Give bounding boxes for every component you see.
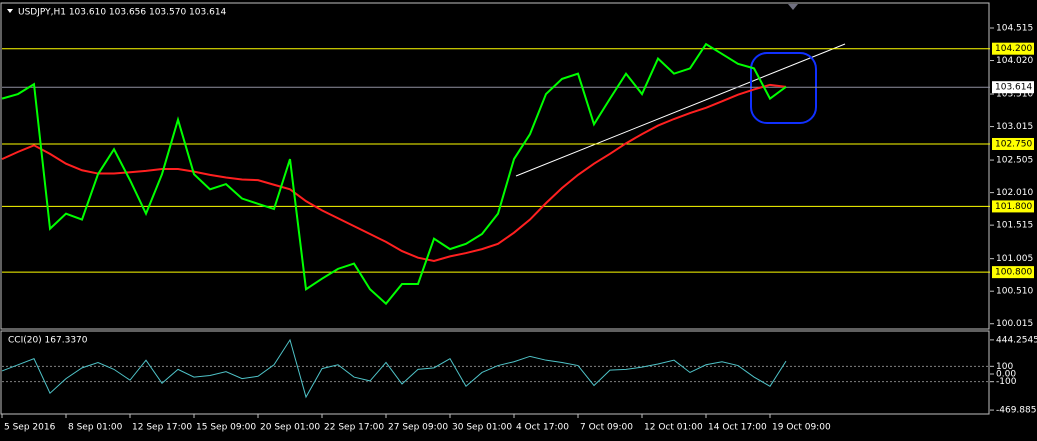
series-line: [1, 83, 787, 262]
level-label-box: [992, 200, 1034, 213]
y-tick-label: 104.020: [996, 56, 1033, 66]
x-tick-label: 20 Sep 01:00: [260, 423, 320, 433]
y-tick-label: 103.015: [996, 122, 1033, 132]
y-tick-label: 0.00: [996, 369, 1016, 379]
last-price-box: [992, 81, 1034, 94]
y-tick-label: 100.510: [996, 287, 1033, 297]
level-label: 104.200: [995, 44, 1032, 54]
level-label: 100.800: [995, 268, 1032, 278]
x-tick-label: 8 Sep 01:00: [68, 423, 123, 433]
level-label: 101.800: [995, 202, 1032, 212]
y-tick-label: 103.510: [996, 90, 1033, 100]
series-line: [1, 42, 787, 306]
y-tick-label: -100: [996, 377, 1017, 387]
x-tick-label: 27 Sep 09:00: [388, 423, 448, 433]
x-tick-label: 22 Sep 17:00: [324, 423, 384, 433]
x-tick-label: 30 Sep 01:00: [452, 423, 512, 433]
chart-title: USDJPY,H1 103.610 103.656 103.570 103.61…: [18, 8, 227, 18]
x-tick-label: 7 Oct 09:00: [580, 423, 633, 433]
y-tick-label: 102.010: [996, 188, 1033, 198]
trend-line: [515, 43, 846, 177]
y-tick-label: 100: [996, 362, 1013, 372]
y-tick-label: 102.505: [996, 156, 1033, 166]
x-tick-label: 12 Oct 01:00: [644, 423, 703, 433]
x-tick-label: 12 Sep 17:00: [132, 423, 192, 433]
x-tick-label: 15 Sep 09:00: [196, 423, 256, 433]
x-tick-label: 19 Oct 09:00: [772, 423, 831, 433]
x-tick-label: 5 Sep 2016: [4, 423, 56, 433]
menu-arrow: [7, 9, 13, 13]
price-frame: [0, 2, 990, 330]
y-tick-label: 101.005: [996, 254, 1033, 264]
level-label-box: [992, 266, 1034, 279]
y-tick-label: 101.515: [996, 221, 1033, 231]
y-tick-label: 444.2545: [996, 335, 1037, 345]
series-line: [1, 338, 787, 399]
level-label-box: [992, 137, 1034, 150]
cci-frame: [0, 330, 990, 415]
cci-title: CCI(20) 167.3370: [8, 336, 88, 346]
level-label-box: [992, 42, 1034, 55]
shift-marker: [788, 4, 798, 10]
last-price-label: 103.614: [995, 83, 1032, 93]
y-tick-label: 104.515: [996, 23, 1033, 33]
highlight-ellipse: [750, 52, 817, 124]
x-tick-label: 4 Oct 17:00: [516, 423, 569, 433]
x-tick-label: 14 Oct 17:00: [708, 423, 767, 433]
level-label: 102.750: [995, 139, 1032, 149]
y-tick-label: 100.015: [996, 319, 1033, 329]
